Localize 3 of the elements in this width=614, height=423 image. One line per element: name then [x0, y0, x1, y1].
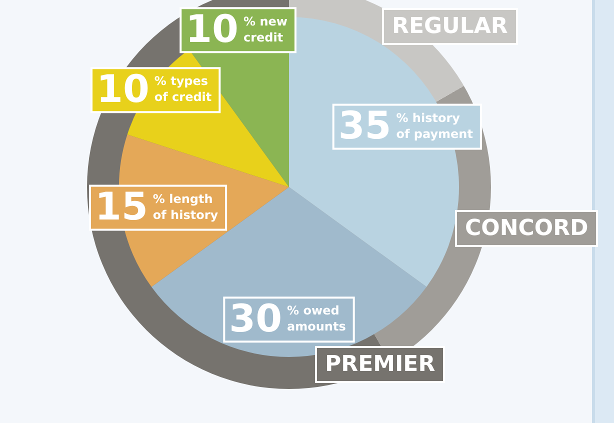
text: CONCORD: [455, 210, 598, 247]
text: PREMIER: [315, 346, 446, 383]
text: REGULAR: [382, 8, 518, 45]
